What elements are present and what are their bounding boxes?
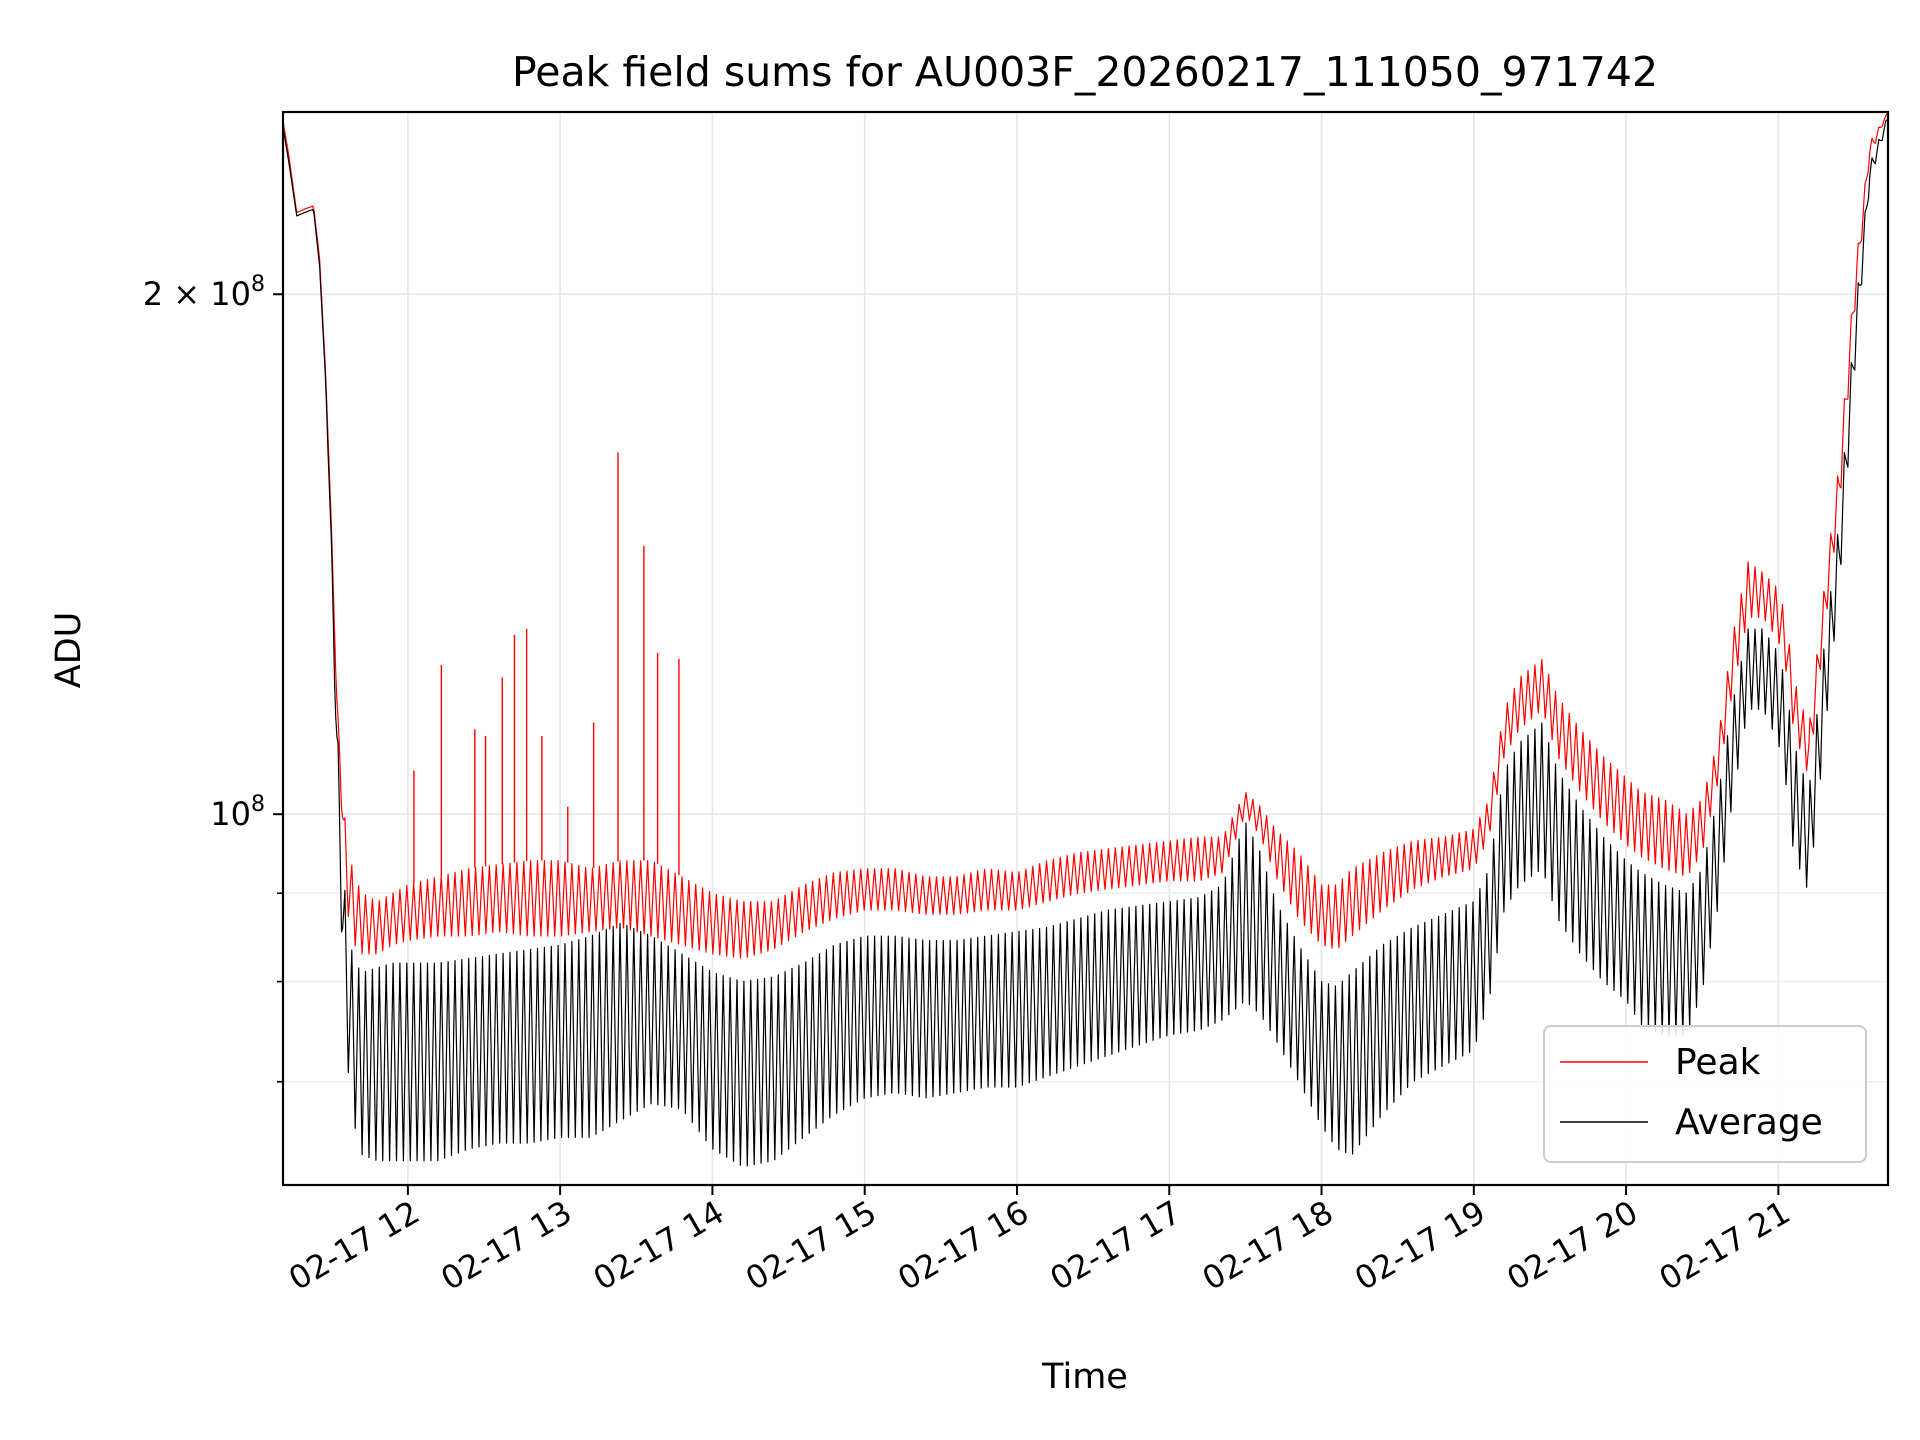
plot-series bbox=[283, 112, 1888, 1167]
series-line-peak bbox=[283, 112, 1888, 959]
legend-label-peak: Peak bbox=[1675, 1042, 1761, 1083]
chart-title: Peak field sums for AU003F_20260217_1110… bbox=[512, 48, 1658, 96]
y-tick-label: 108 bbox=[210, 792, 265, 833]
plot-frame bbox=[281, 110, 1890, 1187]
y-tick-label: 2 × 108 bbox=[143, 272, 265, 313]
legend-box bbox=[1543, 1025, 1867, 1163]
series-line-average bbox=[283, 118, 1888, 1167]
grid bbox=[283, 112, 1888, 1185]
legend: Peak Average bbox=[1543, 1025, 1867, 1163]
y-axis-label: ADU bbox=[49, 612, 89, 689]
legend-label-average: Average bbox=[1675, 1102, 1823, 1143]
x-axis-label: Time bbox=[1041, 1357, 1128, 1397]
